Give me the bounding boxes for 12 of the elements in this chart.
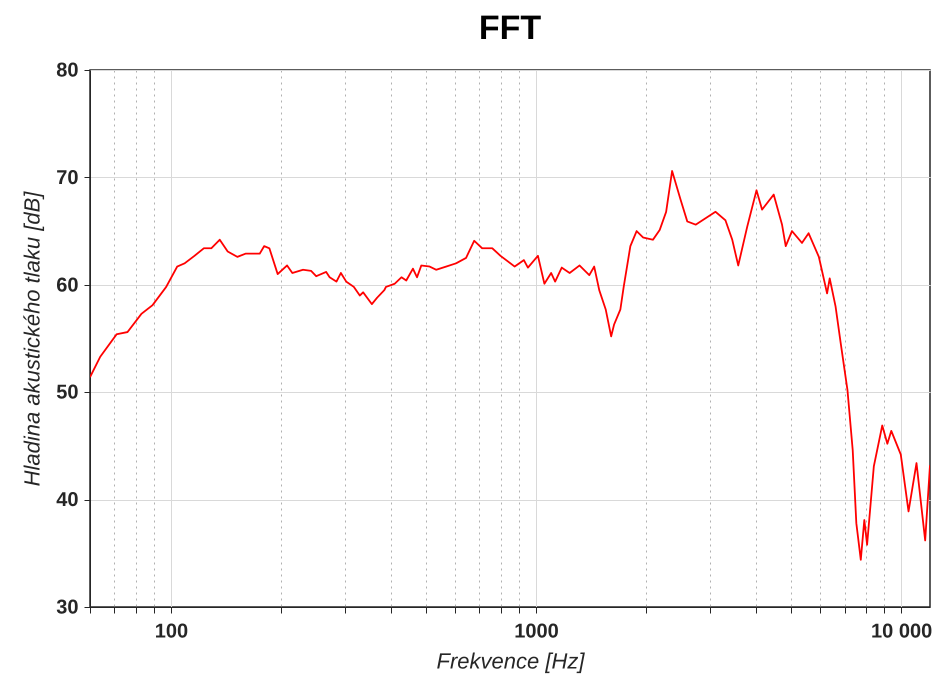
y-axis-title: Hladina akustického tlaku [dB]: [19, 190, 44, 486]
y-tick-label: 50: [56, 382, 78, 404]
chart-title: FFT: [478, 9, 542, 47]
x-tick-label: 1000: [514, 620, 559, 642]
x-tick-label: 100: [154, 620, 188, 642]
y-tick-label: 30: [56, 596, 78, 618]
y-tick-label: 60: [56, 274, 78, 296]
y-tick-label: 80: [56, 60, 78, 82]
y-tick-label: 70: [56, 166, 78, 189]
x-tick-label: 10 000: [871, 620, 932, 642]
y-tick-label: 40: [56, 489, 78, 512]
x-axis-title: Frekvence [Hz]: [436, 648, 586, 674]
